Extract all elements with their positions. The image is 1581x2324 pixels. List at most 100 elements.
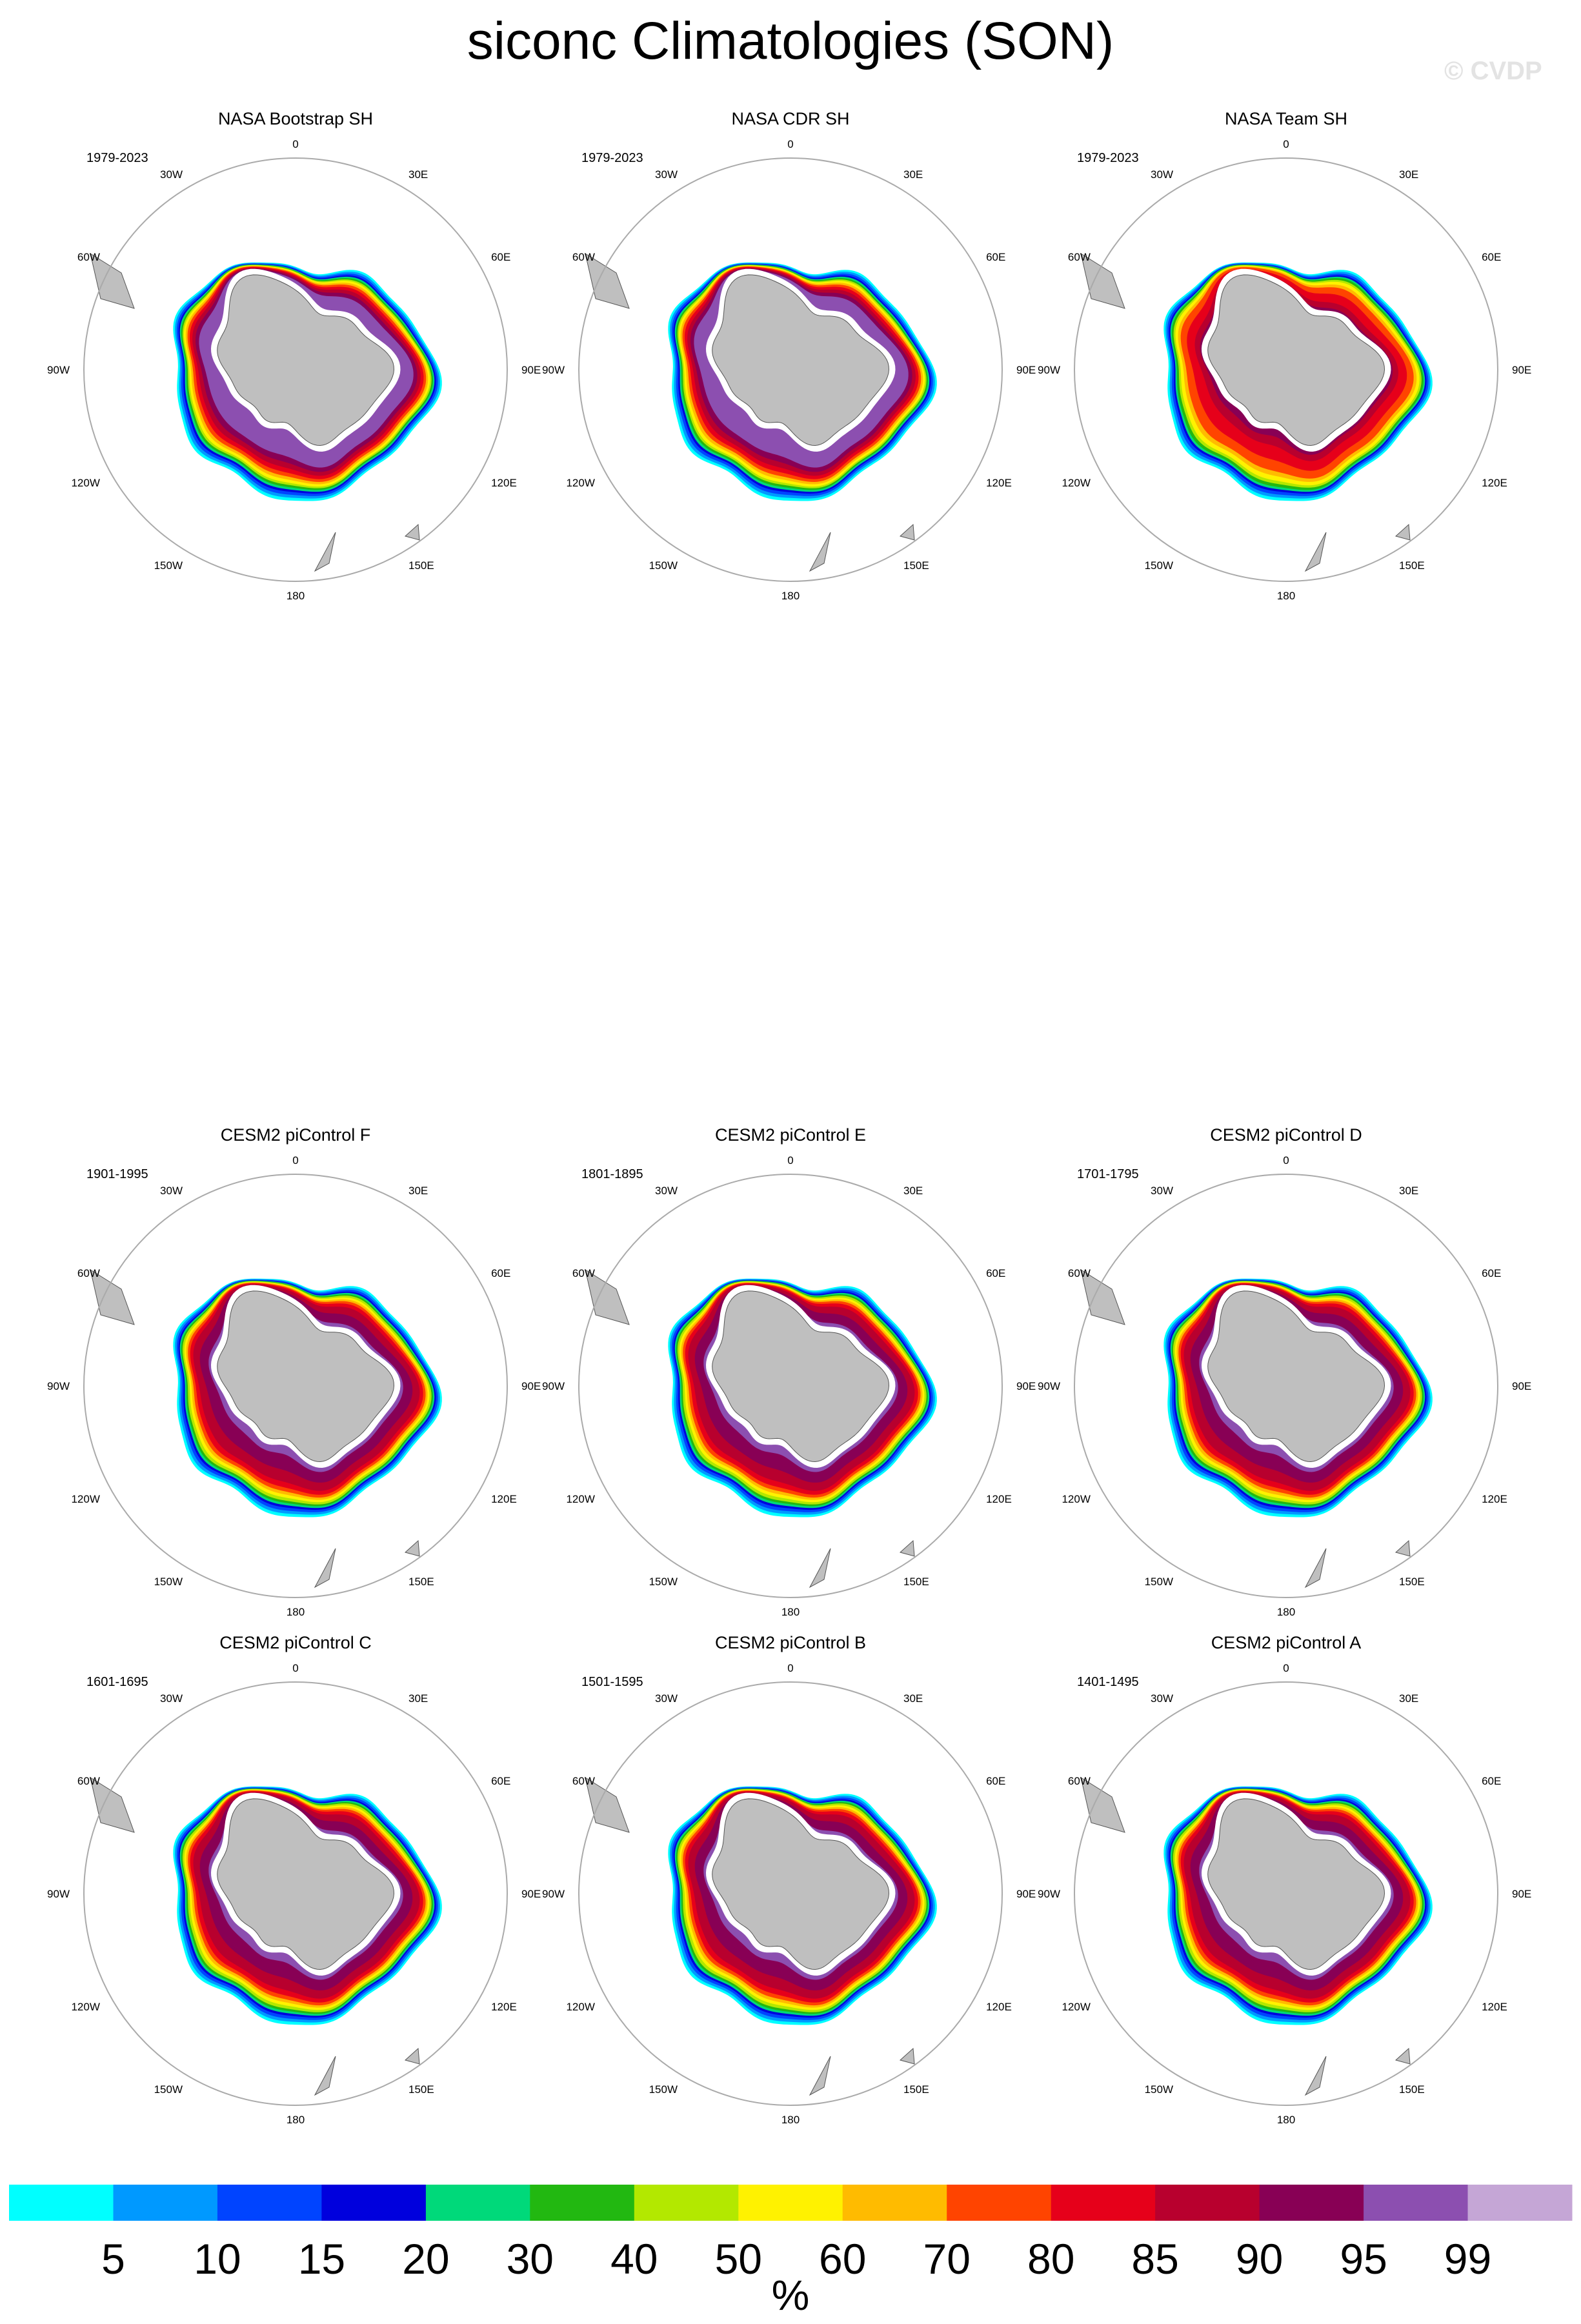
colorbar-swatch	[425, 2185, 530, 2221]
longitude-label: 60W	[572, 1775, 595, 1787]
map-boundary	[1074, 1681, 1498, 2106]
panel-period: 1401-1495	[1077, 1675, 1139, 1689]
longitude-label: 30W	[655, 168, 678, 181]
tasmania	[899, 1539, 915, 1557]
antarctica	[217, 1798, 395, 1970]
panel-period: 1979-2023	[86, 151, 148, 165]
panel-period: 1901-1995	[86, 1167, 148, 1181]
longitude-label: 180	[287, 2114, 305, 2126]
map-panel: CESM2 piControl F 1901-1995 0 30E 60E 90E 120E…	[47, 1125, 541, 1618]
antarctica	[1207, 1798, 1385, 1970]
longitude-label: 0	[292, 1662, 298, 1674]
tasmania	[1395, 523, 1411, 541]
longitude-label: 60W	[572, 1267, 595, 1279]
new-zealand	[314, 2056, 336, 2096]
longitude-label: 150W	[649, 1576, 678, 1588]
longitude-label: 0	[787, 138, 793, 150]
longitude-label: 180	[1277, 1606, 1295, 1618]
antarctica	[217, 1290, 395, 1463]
panel-period: 1979-2023	[581, 151, 643, 165]
colorbar-swatch	[530, 2185, 635, 2221]
longitude-label: 60E	[986, 1267, 1005, 1279]
tasmania	[404, 1539, 420, 1557]
longitude-label: 90E	[521, 1888, 541, 1900]
new-zealand	[1304, 532, 1327, 572]
colorbar-label: 99	[1444, 2235, 1491, 2283]
longitude-label: 120W	[566, 2001, 594, 2013]
longitude-label: 30W	[1151, 1692, 1173, 1705]
longitude-label: 60W	[77, 1267, 100, 1279]
colorbar-swatch	[113, 2185, 218, 2221]
longitude-label: 30E	[1399, 1692, 1418, 1705]
colorbar-swatch	[1155, 2185, 1260, 2221]
colorbar-swatch	[217, 2185, 322, 2221]
colorbar-label: 90	[1236, 2235, 1283, 2283]
colorbar-swatch	[1467, 2185, 1573, 2221]
longitude-label: 30W	[1151, 168, 1173, 181]
new-zealand	[314, 1548, 336, 1588]
longitude-label: 180	[781, 2114, 800, 2126]
panel-title: CESM2 piControl C	[219, 1633, 372, 1652]
longitude-label: 150E	[408, 2083, 434, 2096]
longitude-label: 90W	[542, 1380, 565, 1392]
longitude-label: 30E	[903, 1185, 923, 1197]
longitude-label: 150W	[649, 559, 678, 572]
colorbar-swatch	[634, 2185, 739, 2221]
longitude-label: 150E	[408, 1576, 434, 1588]
longitude-label: 30W	[655, 1185, 678, 1197]
colorbar-label: 15	[298, 2235, 345, 2283]
map-boundary	[578, 1174, 1003, 1598]
map-panel: CESM2 piControl A 1401-1495 0 30E 60E 90E 120E…	[1038, 1633, 1531, 2126]
longitude-label: 150E	[408, 559, 434, 572]
longitude-label: 150W	[154, 1576, 183, 1588]
watermark: © CVDP	[1444, 57, 1542, 85]
longitude-label: 150E	[1399, 1576, 1425, 1588]
longitude-label: 30W	[1151, 1185, 1173, 1197]
longitude-label: 60E	[1482, 1267, 1501, 1279]
longitude-label: 60E	[491, 1775, 510, 1787]
longitude-label: 30E	[408, 168, 428, 181]
new-zealand	[314, 532, 336, 572]
panel-title: CESM2 piControl A	[1211, 1633, 1362, 1652]
antarctica	[712, 1290, 890, 1463]
panel-title: NASA CDR SH	[731, 109, 849, 128]
longitude-label: 90E	[1016, 364, 1036, 376]
colorbar-label: 70	[923, 2235, 970, 2283]
colorbar-swatch	[842, 2185, 947, 2221]
longitude-label: 120W	[1062, 1493, 1090, 1505]
longitude-label: 60W	[1068, 1775, 1091, 1787]
panel-period: 1601-1695	[86, 1675, 148, 1689]
panel-period: 1979-2023	[1077, 151, 1139, 165]
longitude-label: 90W	[1038, 1380, 1060, 1392]
longitude-label: 90W	[1038, 1888, 1060, 1900]
longitude-label: 150W	[154, 559, 183, 572]
longitude-label: 120E	[986, 2001, 1012, 2013]
longitude-label: 120W	[71, 2001, 99, 2013]
longitude-label: 120E	[491, 2001, 517, 2013]
longitude-label: 30E	[903, 1692, 923, 1705]
map-boundary	[83, 157, 508, 582]
longitude-label: 90E	[1512, 364, 1531, 376]
colorbar-label: 60	[819, 2235, 866, 2283]
longitude-label: 0	[787, 1154, 793, 1167]
colorbar-swatch	[738, 2185, 843, 2221]
longitude-label: 90W	[47, 1888, 70, 1900]
longitude-label: 180	[287, 590, 305, 602]
new-zealand	[809, 532, 831, 572]
longitude-label: 90W	[47, 364, 70, 376]
map-boundary	[578, 157, 1003, 582]
longitude-label: 120E	[491, 477, 517, 489]
antarctica	[1207, 274, 1385, 446]
longitude-label: 120W	[1062, 477, 1090, 489]
new-zealand	[809, 2056, 831, 2096]
panel-period: 1801-1895	[581, 1167, 643, 1181]
longitude-label: 30W	[655, 1692, 678, 1705]
colorbar-swatch	[9, 2185, 114, 2221]
longitude-label: 60W	[1068, 1267, 1091, 1279]
longitude-label: 120W	[71, 1493, 99, 1505]
longitude-label: 120E	[1482, 2001, 1507, 2013]
map-boundary	[83, 1174, 508, 1598]
colorbar-label: 85	[1131, 2235, 1178, 2283]
